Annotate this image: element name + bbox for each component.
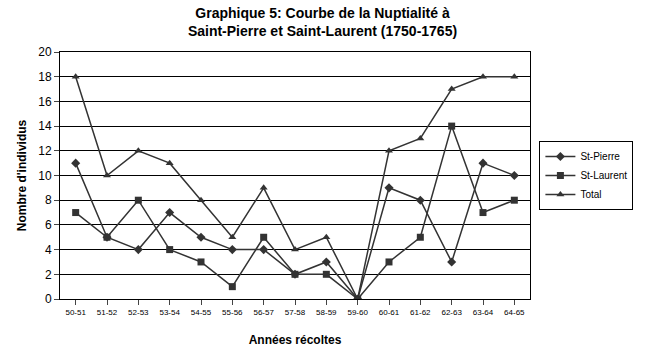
svg-text:64-65: 64-65 xyxy=(504,308,525,317)
svg-text:Graphique 5: Courbe de la Nupt: Graphique 5: Courbe de la Nuptialité àSa… xyxy=(188,5,457,39)
svg-text:62-63: 62-63 xyxy=(441,308,462,317)
svg-text:60-61: 60-61 xyxy=(379,308,400,317)
svg-text:55-56: 55-56 xyxy=(222,308,243,317)
svg-text:14: 14 xyxy=(38,119,52,133)
svg-text:St-Laurent: St-Laurent xyxy=(580,170,627,181)
svg-text:61-62: 61-62 xyxy=(410,308,431,317)
svg-text:12: 12 xyxy=(38,144,52,158)
svg-text:2: 2 xyxy=(45,268,52,282)
svg-text:52-53: 52-53 xyxy=(128,308,149,317)
svg-text:54-55: 54-55 xyxy=(191,308,212,317)
svg-text:56-57: 56-57 xyxy=(253,308,274,317)
svg-text:St-Pierre: St-Pierre xyxy=(580,151,620,162)
svg-text:10: 10 xyxy=(38,169,52,183)
svg-text:59-60: 59-60 xyxy=(347,308,368,317)
svg-text:4: 4 xyxy=(45,243,52,257)
svg-text:63-64: 63-64 xyxy=(473,308,494,317)
svg-text:50-51: 50-51 xyxy=(65,308,86,317)
svg-text:57-58: 57-58 xyxy=(285,308,306,317)
svg-text:58-59: 58-59 xyxy=(316,308,337,317)
svg-text:6: 6 xyxy=(45,218,52,232)
svg-text:8: 8 xyxy=(45,193,52,207)
svg-text:0: 0 xyxy=(45,292,52,306)
svg-text:Nombre d'individus: Nombre d'individus xyxy=(15,119,29,231)
svg-text:20: 20 xyxy=(38,45,52,59)
svg-text:16: 16 xyxy=(38,95,52,109)
svg-text:18: 18 xyxy=(38,70,52,84)
svg-text:Total: Total xyxy=(580,189,601,200)
svg-text:Années récoltes: Années récoltes xyxy=(249,333,342,347)
svg-text:51-52: 51-52 xyxy=(97,308,118,317)
svg-text:53-54: 53-54 xyxy=(159,308,180,317)
